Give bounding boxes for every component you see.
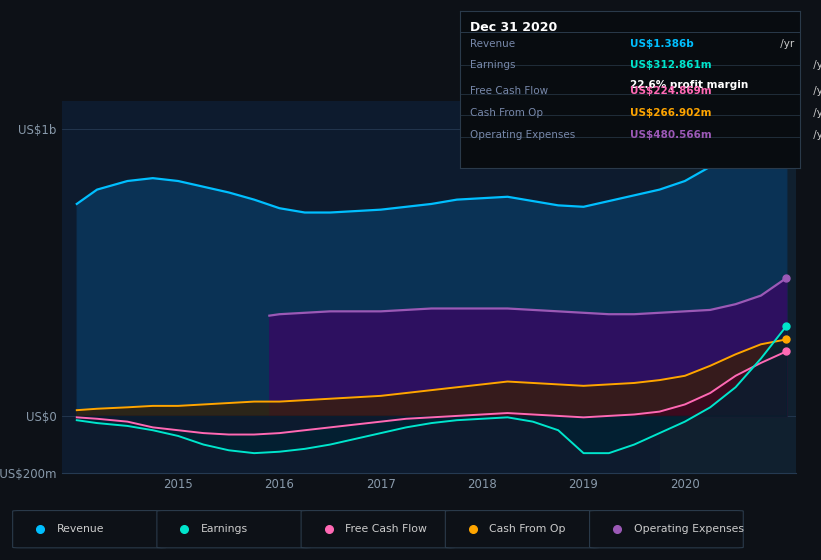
- Text: Operating Expenses: Operating Expenses: [634, 524, 744, 534]
- Text: Dec 31 2020: Dec 31 2020: [470, 21, 557, 34]
- Text: Free Cash Flow: Free Cash Flow: [346, 524, 427, 534]
- Text: /yr: /yr: [810, 86, 821, 96]
- Text: /yr: /yr: [810, 60, 821, 70]
- FancyBboxPatch shape: [157, 511, 310, 548]
- Text: Earnings: Earnings: [201, 524, 248, 534]
- Text: Operating Expenses: Operating Expenses: [470, 130, 576, 141]
- Text: US$312.861m: US$312.861m: [631, 60, 712, 70]
- Text: 22.6% profit margin: 22.6% profit margin: [631, 80, 749, 90]
- FancyBboxPatch shape: [445, 511, 599, 548]
- Text: Cash From Op: Cash From Op: [489, 524, 566, 534]
- Text: /yr: /yr: [777, 39, 795, 49]
- Text: /yr: /yr: [810, 109, 821, 118]
- Text: Earnings: Earnings: [470, 60, 516, 70]
- Text: Cash From Op: Cash From Op: [470, 109, 543, 118]
- Text: Free Cash Flow: Free Cash Flow: [470, 86, 548, 96]
- Text: US$266.902m: US$266.902m: [631, 109, 712, 118]
- Text: Revenue: Revenue: [57, 524, 104, 534]
- Text: US$1.386b: US$1.386b: [631, 39, 694, 49]
- Text: Revenue: Revenue: [470, 39, 515, 49]
- Text: /yr: /yr: [810, 130, 821, 141]
- Bar: [659, 101, 801, 473]
- FancyBboxPatch shape: [12, 511, 167, 548]
- FancyBboxPatch shape: [589, 511, 743, 548]
- Text: US$480.566m: US$480.566m: [631, 130, 712, 141]
- FancyBboxPatch shape: [301, 511, 455, 548]
- Text: US$224.869m: US$224.869m: [631, 86, 712, 96]
